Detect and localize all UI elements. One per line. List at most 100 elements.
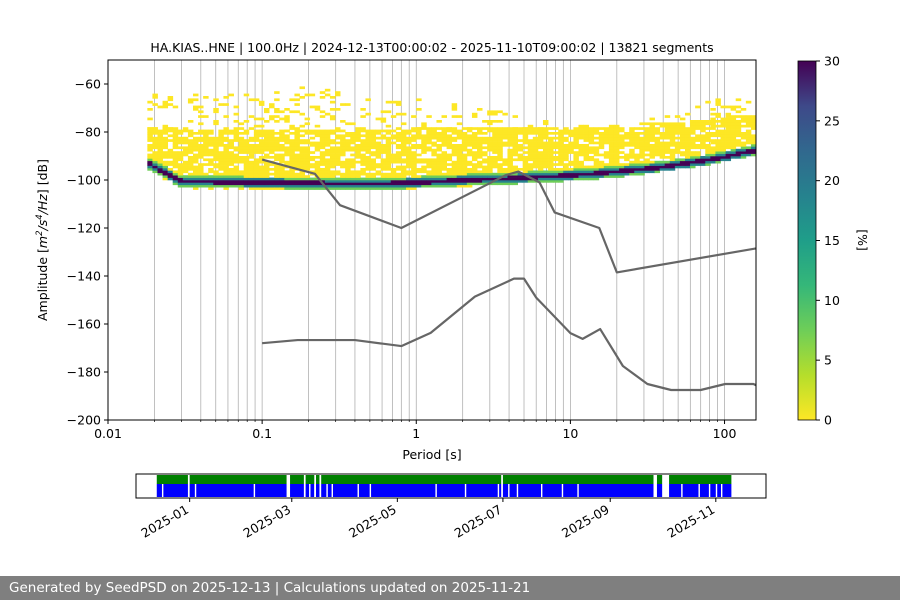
- psd-histogram-cell: [502, 160, 508, 164]
- psd-histogram-cell: [390, 136, 397, 140]
- psd-histogram-cell: [350, 180, 356, 183]
- psd-outlier-cell: [187, 100, 194, 104]
- psd-histogram-cell: [669, 160, 676, 164]
- psd-histogram-cell: [482, 151, 488, 154]
- timeline-tick-label: 2025-03: [241, 502, 294, 541]
- psd-outlier-cell: [385, 100, 392, 104]
- psd-outlier-cell: [284, 120, 290, 123]
- psd-histogram-cell: [477, 170, 483, 174]
- psd-histogram-cell: [502, 170, 508, 174]
- psd-histogram-cell: [406, 170, 412, 174]
- availability-segment: [290, 475, 304, 484]
- psd-histogram-cell: [177, 175, 184, 178]
- psd-histogram-cell: [233, 165, 240, 169]
- psd-histogram-cell: [152, 129, 158, 133]
- psd-histogram-cell: [167, 139, 174, 142]
- psd-outlier-cell: [527, 124, 534, 128]
- psd-histogram-cell: [507, 129, 513, 133]
- psd-histogram-cell: [456, 165, 463, 169]
- psd-histogram-cell: [299, 148, 305, 152]
- psd-histogram-cell: [264, 139, 270, 142]
- psd-histogram-cell: [370, 134, 376, 138]
- psd-histogram-cell: [527, 170, 534, 174]
- psd-histogram-cell: [492, 182, 498, 186]
- psd-outlier-cell: [162, 100, 169, 104]
- psd-histogram-cell: [654, 163, 661, 166]
- psd-histogram-cell: [192, 136, 199, 140]
- psd-histogram-cell: [395, 175, 402, 178]
- psd-histogram-cell: [695, 151, 701, 154]
- psd-histogram-cell: [395, 160, 402, 164]
- psd-histogram-cell: [314, 180, 321, 183]
- psd-histogram-cell: [355, 187, 361, 190]
- psd-histogram-cell: [238, 160, 245, 164]
- x-tick-label: 10: [562, 426, 578, 441]
- psd-histogram-cell: [400, 132, 407, 135]
- psd-histogram-cell: [279, 139, 285, 142]
- psd-histogram-cell: [289, 175, 295, 178]
- psd-histogram-cell: [335, 163, 341, 166]
- psd-outlier-cell: [329, 96, 336, 99]
- psd-outlier-cell: [380, 117, 387, 121]
- psd-outlier-cell: [258, 124, 265, 128]
- psd-outlier-cell: [715, 100, 721, 104]
- psd-histogram-cell: [406, 129, 412, 133]
- psd-histogram-cell: [192, 158, 199, 162]
- psd-histogram-cell: [705, 132, 711, 135]
- psd-histogram-cell: [512, 139, 519, 142]
- psd-histogram-cell: [639, 151, 645, 154]
- psd-histogram-cell: [588, 168, 595, 171]
- psd-histogram-cell: [573, 156, 579, 159]
- psd-histogram-cell: [192, 160, 199, 164]
- psd-histogram-cell: [421, 175, 427, 178]
- psd-histogram-cell: [679, 139, 686, 142]
- psd-histogram-cell: [603, 170, 610, 174]
- psd-histogram-cell: [527, 165, 534, 169]
- psd-histogram-cell: [258, 132, 265, 135]
- psd-histogram-cell: [446, 168, 453, 171]
- y-axis-ticks: −200−180−160−140−120−100−80−60: [67, 77, 108, 428]
- psd-histogram-cell: [309, 141, 316, 145]
- psd-histogram-cell: [477, 136, 483, 140]
- psd-histogram-cell: [395, 182, 402, 186]
- psd-histogram-cell: [289, 163, 295, 166]
- psd-histogram-cell: [162, 170, 169, 174]
- psd-histogram-cell: [228, 170, 234, 174]
- psd-histogram-cell: [198, 153, 204, 157]
- psd-histogram-cell: [370, 187, 376, 190]
- psd-histogram-cell: [548, 141, 554, 145]
- psd-histogram-cell: [284, 160, 290, 164]
- psd-outlier-cell: [304, 117, 311, 121]
- psd-histogram-cell: [157, 158, 163, 162]
- psd-histogram-cell: [233, 148, 240, 152]
- psd-histogram-cell: [314, 170, 321, 174]
- psd-histogram-cell: [553, 163, 559, 166]
- psd-histogram-cell: [482, 127, 488, 130]
- psd-histogram-cell: [639, 139, 645, 142]
- psd-histogram-cell: [461, 165, 468, 169]
- psd-histogram-cell: [340, 139, 346, 142]
- psd-histogram-cell: [659, 141, 666, 145]
- psd-histogram-cell: [730, 144, 737, 147]
- psd-histogram-cell: [416, 129, 422, 133]
- psd-histogram-cell: [411, 177, 417, 181]
- psd-histogram-cell: [695, 158, 701, 162]
- psd-histogram-cell: [659, 124, 666, 128]
- psd-histogram-cell: [598, 153, 605, 157]
- psd-histogram-cell: [517, 146, 524, 150]
- psd-histogram-cell: [375, 184, 382, 188]
- psd-histogram-cell: [370, 141, 376, 145]
- psd-histogram-cell: [187, 139, 194, 142]
- psd-outlier-cell: [416, 98, 422, 102]
- psd-histogram-cell: [400, 158, 407, 162]
- psd-histogram-cell: [588, 139, 595, 142]
- psd-outlier-cell: [710, 108, 716, 111]
- psd-histogram-cell: [705, 158, 711, 162]
- psd-histogram-cell: [578, 146, 584, 150]
- psd-histogram-cell: [203, 158, 209, 162]
- psd-histogram-cell: [583, 158, 590, 162]
- psd-histogram-cell: [324, 170, 331, 174]
- psd-histogram-cell: [390, 153, 397, 157]
- psd-histogram-cell: [461, 175, 468, 178]
- psd-histogram-cell: [289, 177, 295, 181]
